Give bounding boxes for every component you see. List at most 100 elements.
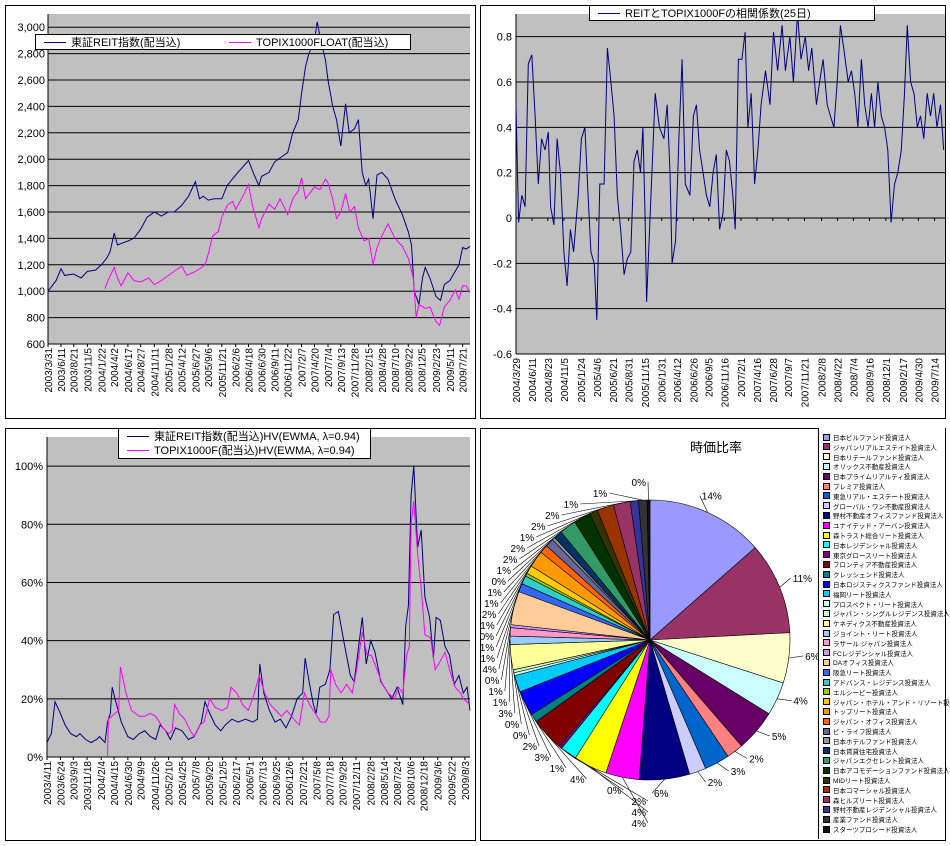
x-tick-label: 2007/4/16 (753, 358, 764, 403)
x-tick-label: 2006/9/11 (271, 348, 282, 392)
x-tick-label: 2006/9/25 (272, 761, 283, 806)
pie-legend-label: 日本賃貸住宅投資法人 (833, 748, 898, 756)
x-tick-label: 2003/6/11 (57, 348, 68, 392)
legend-color-box (823, 590, 830, 598)
legend-color-box (823, 502, 830, 510)
pie-leader-line (560, 747, 624, 791)
pie-leader-line (533, 717, 567, 769)
x-tick-label: 2006/7/13 (258, 761, 269, 806)
pie-legend-item: 福岡リート投資法人 (823, 589, 892, 599)
pie-data-label: 14% (702, 492, 722, 503)
pie-data-label: 1% (550, 764, 565, 775)
legend-color-box (823, 570, 830, 578)
pie-leader-line (508, 640, 511, 703)
legend-color-box (823, 658, 830, 666)
y-tick-label: 60% (21, 577, 43, 589)
y-tick-label: 100% (15, 461, 43, 473)
pie-legend: 日本ビルファンド投資法人 ジャパンリアルエステイト投資法人 日本リテールファンド投資… (818, 428, 950, 839)
x-tick-label: 2004/2/4 (97, 761, 108, 800)
y-tick-label: -0.4 (493, 304, 512, 316)
pie-legend-item: ケネディクス不動産投資法人 (823, 618, 917, 628)
pie-data-label: 1% (564, 500, 579, 511)
legend-color-box (823, 668, 830, 676)
x-tick-label: 2005/6/27 (191, 348, 202, 393)
x-tick-label: 2005/4/25 (178, 761, 189, 806)
pie-data-label: 4% (632, 808, 647, 819)
legend-color-box (823, 815, 830, 823)
x-tick-label: 2009/3/6 (434, 761, 445, 800)
x-tick-label: 2008/12/5 (418, 348, 429, 393)
x-tick-label: 2005/9/20 (205, 761, 216, 806)
legend-color-box (823, 531, 830, 539)
x-tick-label: 2008/2/15 (365, 348, 376, 393)
legend-color-box (823, 492, 830, 500)
x-tick-label: 2006/6/30 (258, 348, 269, 393)
legend-swatch-reit-hv (127, 435, 149, 437)
series-line-1 (107, 500, 471, 758)
x-tick-label: 2004/9/9 (137, 761, 148, 800)
plot-area (516, 14, 945, 354)
y-tick-label: 0 (506, 213, 512, 225)
pie-data-label: 2% (503, 555, 518, 566)
pie-data-label: 2% (749, 754, 764, 765)
pie-legend-item: オリックス不動産投資法人 (823, 461, 911, 471)
pie-data-label: 1% (484, 599, 499, 610)
x-tick-label: 2003/9/3 (69, 761, 80, 800)
pie-legend-label: 日本レジデンシャル投資法人 (833, 542, 918, 550)
y-tick-label: 2,600 (17, 75, 45, 87)
x-tick-label: 2007/2/7 (298, 348, 309, 387)
pie-legend-label: FCレジデンシャル投資法人 (833, 650, 914, 658)
pie-legend-item: 阪急リート投資法人 (823, 667, 892, 677)
pie-legend-item: アドバンス・レジデンス投資法人 (823, 677, 931, 687)
pie-data-label: 0% (505, 720, 520, 731)
pie-legend-label: グローバル・ワン不動産投資法人 (833, 503, 931, 511)
x-tick-label: 2004/8/23 (544, 358, 555, 403)
pie-legend-item: 日本レジデンシャル投資法人 (823, 540, 918, 550)
pie-legend-item: プレミア投資法人 (823, 481, 885, 491)
x-tick-label: 2005/8/31 (625, 358, 636, 403)
x-tick-label: 2005/12/5 (219, 761, 230, 806)
pie-data-label: 1% (488, 687, 503, 698)
x-tick-label: 2004/11/5 (560, 358, 571, 402)
legend-color-box (823, 747, 830, 755)
x-tick-label: 2009/2/23 (432, 348, 443, 393)
x-tick-label: 2003/11/5 (83, 348, 94, 392)
pie-legend-item: FCレジデンシャル投資法人 (823, 648, 913, 658)
x-tick-label: 2006/4/12 (673, 358, 684, 403)
pie-legend-label: フロンティア不動産投資法人 (833, 562, 918, 570)
legend-color-box (823, 649, 830, 657)
x-tick-label: 2009/5/11 (446, 348, 457, 392)
pie-legend-item: 日本ロジスティクスファンド投資法人 (823, 579, 943, 589)
pie-legend-label: 阪急リート投資法人 (833, 670, 892, 678)
x-tick-label: 2007/9/7 (784, 358, 795, 397)
pie-legend-item: トップリート投資法人 (823, 706, 898, 716)
pie-legend-item: 日本リテールファンド投資法人 (823, 452, 924, 462)
y-tick-label: 2,400 (17, 101, 45, 113)
pie-leader-line (716, 762, 729, 772)
pie-legend-label: ラサール ジャパン投資法人 (833, 640, 913, 648)
pie-leader-line (503, 542, 550, 593)
line-chart-1: -0.6 -0.4 -0.2 0 0.2 0.4 0.6 0.8 2004/3/29 2004/6… (493, 13, 945, 407)
pie-leader-line (580, 500, 635, 505)
pie-data-label: 0% (480, 632, 495, 643)
x-tick-label: 2008/7/24 (393, 761, 404, 806)
y-tick-label: 40% (21, 636, 43, 648)
legend-color-box (823, 756, 830, 764)
legend-color-box (823, 619, 830, 627)
x-tick-label: 2006/2/17 (232, 761, 243, 806)
x-tick-label: 2007/7/4 (324, 348, 335, 387)
pie-legend-item: ラサール ジャパン投資法人 (823, 638, 913, 648)
pie-legend-item: 日本プライムリアルティ投資法人 (823, 471, 930, 481)
pie-legend-label: 東急リアル・エステート投資法人 (833, 493, 931, 501)
pie-leader-line (495, 579, 524, 648)
legend-color-box (823, 717, 830, 725)
x-tick-label: 2007/9/13 (337, 348, 348, 393)
pie-data-label: 4% (482, 665, 497, 676)
x-tick-label: 2005/2/10 (165, 761, 176, 806)
pie-leader-line (547, 507, 606, 527)
pie-legend-item: 日本アコモデーションファンド投資法人 (823, 765, 950, 775)
pie-leader-line (647, 482, 649, 501)
pie-legend-item: 野村不動産オフィスファンド投資法人 (823, 510, 943, 520)
legend-label-reit-hv: 東証REIT指数(配当込)HV(EWMA, λ=0.94) (154, 431, 360, 443)
